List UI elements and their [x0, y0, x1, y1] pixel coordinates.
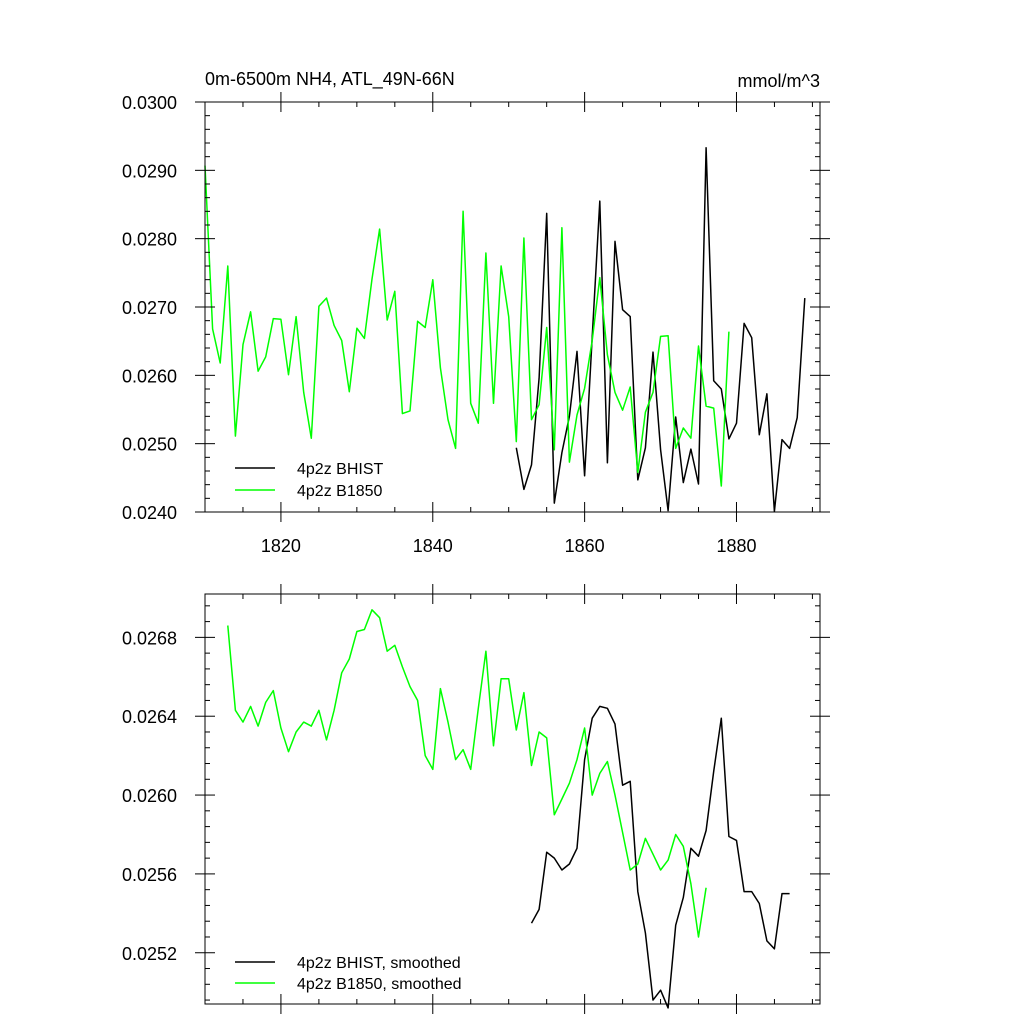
y-tick-label: 0.0300	[122, 93, 177, 113]
y-tick-label: 0.0260	[122, 786, 177, 806]
top-panel-series	[204, 147, 806, 513]
bottom-panel-series	[227, 609, 790, 1009]
top-panel: 0m-6500m NH4, ATL_49N-66N mmol/m^3 1820 1…	[122, 69, 830, 556]
series-line-2	[227, 609, 707, 938]
x-tick-label: 1860	[565, 536, 605, 556]
y-tick-label: 0.0240	[122, 503, 177, 523]
y-tick-label: 0.0260	[122, 366, 177, 386]
y-tick-label: 0.0268	[122, 628, 177, 648]
series-line-1	[515, 147, 806, 513]
y-tick-label: 0.0270	[122, 298, 177, 318]
x-tick-label: 1880	[716, 536, 756, 556]
legend-label: 4p2z B1850	[297, 483, 383, 500]
x-tick-label: 1820	[261, 536, 301, 556]
y-tick-label: 0.0290	[122, 161, 177, 181]
top-panel-units: mmol/m^3	[738, 71, 820, 91]
y-tick-label: 0.0250	[122, 435, 177, 455]
y-tick-label: 0.0264	[122, 707, 177, 727]
bottom-panel-frame	[204, 593, 821, 1005]
series-line-2	[204, 165, 730, 487]
top-panel-legend: 4p2z BHIST 4p2z B1850	[235, 461, 383, 500]
legend-label: 4p2z BHIST	[297, 461, 383, 478]
legend-label: 4p2z BHIST, smoothed	[297, 955, 461, 972]
top-panel-title: 0m-6500m NH4, ATL_49N-66N	[205, 69, 455, 90]
bottom-panel-legend: 4p2z BHIST, smoothed 4p2z B1850, smoothed	[235, 955, 462, 993]
series-line-1	[530, 705, 790, 1009]
top-panel-ticks: 1820 1840 1860 1880 0.0240 0.0250 0.0260 0.0270…	[122, 92, 830, 556]
y-tick-label: 0.0252	[122, 944, 177, 964]
x-tick-label: 1840	[413, 536, 453, 556]
y-tick-label: 0.0256	[122, 865, 177, 885]
bottom-panel-ticks: 0.0252 0.0256 0.0260 0.0264 0.0268	[122, 584, 830, 1014]
legend-label: 4p2z B1850, smoothed	[297, 976, 462, 993]
bottom-panel: 0.0252 0.0256 0.0260 0.0264 0.0268 4p2z BHIS…	[122, 584, 830, 1014]
y-tick-label: 0.0280	[122, 230, 177, 250]
